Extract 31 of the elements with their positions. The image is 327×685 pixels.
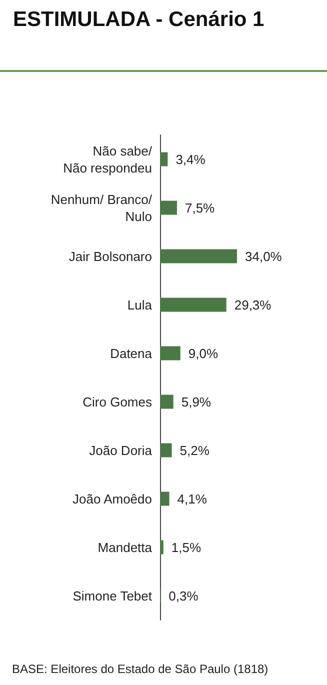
chart-title: ESTIMULADA - Cenário 1 <box>13 8 265 31</box>
y-tick-label: Nenhum/ Branco/ Nulo <box>50 192 152 224</box>
data-label: 7,5% <box>184 200 216 216</box>
data-label: 5,2% <box>180 442 210 458</box>
text: BASE: Eleitores do Estado de São Paulo (1818) <box>12 662 268 676</box>
y-tick-label: João Doria <box>89 442 153 458</box>
bar <box>160 152 168 166</box>
bar <box>160 298 226 312</box>
data-label: 5,9% <box>181 394 212 410</box>
data-label: 4,1% <box>177 491 208 506</box>
data-label: 34,0% <box>245 248 282 264</box>
y-tick-label: Jair Bolsonaro <box>68 248 152 264</box>
bar <box>160 394 174 409</box>
data-label: 29,3% <box>234 297 272 312</box>
bar <box>160 492 170 506</box>
y-tick-label: João Amoêdo <box>72 491 152 506</box>
y-tick-label: Não sabe/ Não respondeu <box>63 143 152 176</box>
y-tick-label: Datena <box>110 346 153 361</box>
data-label: 0,3% <box>168 588 199 604</box>
y-tick-label: Ciro Gomes <box>82 394 152 410</box>
bar <box>160 249 237 264</box>
bar <box>160 540 164 554</box>
y-tick-label: Mandetta <box>98 540 153 555</box>
bar <box>160 200 177 215</box>
bar <box>160 346 180 360</box>
bar <box>160 443 172 458</box>
data-label: 3,4% <box>176 152 206 167</box>
data-label: 9,0% <box>188 346 218 361</box>
data-label: 1,5% <box>171 540 202 555</box>
y-tick-label: Simone Tebet <box>72 588 152 604</box>
y-tick-label: Lula <box>127 297 153 312</box>
